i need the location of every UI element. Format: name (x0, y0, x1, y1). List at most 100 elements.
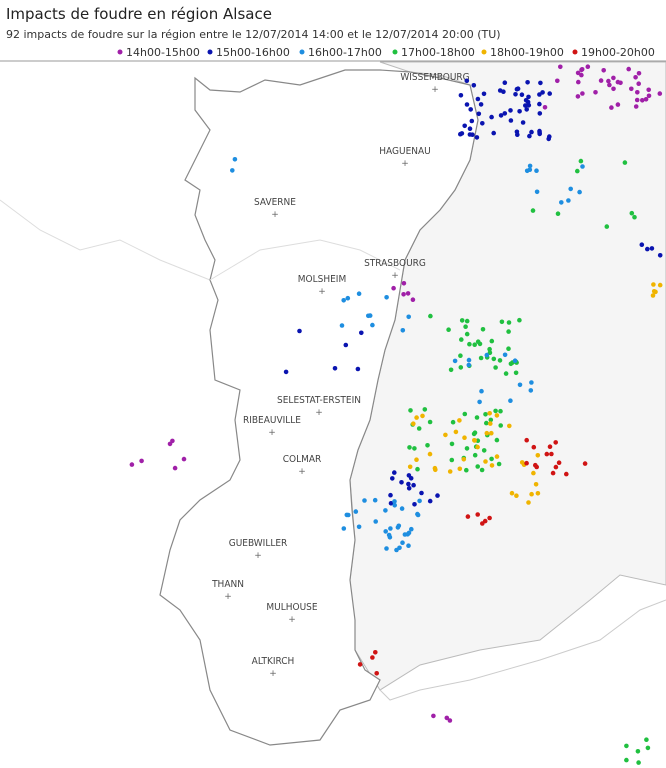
impact (374, 671, 380, 676)
impact (576, 79, 581, 85)
impact (283, 369, 289, 375)
city-name: HAGUENAU (379, 146, 430, 157)
impact (458, 365, 464, 370)
title: Impacts de foudre en région Alsace (6, 5, 272, 23)
impact (489, 456, 494, 462)
impact (506, 346, 511, 352)
impact (488, 417, 494, 423)
impact (474, 415, 480, 420)
impact (542, 105, 548, 110)
impact (497, 358, 503, 363)
impact (636, 760, 641, 765)
city-marker: + (318, 287, 326, 297)
city-marker: + (268, 428, 276, 438)
impact (624, 743, 629, 749)
swiss-border (379, 599, 666, 701)
impact (448, 367, 454, 373)
impact (471, 83, 477, 88)
impact (483, 412, 488, 417)
impact (466, 357, 472, 363)
impact (633, 75, 638, 80)
impact (435, 493, 440, 498)
impact (547, 444, 553, 450)
impact (650, 293, 656, 298)
impact (508, 398, 513, 404)
impact (629, 86, 634, 92)
impact (546, 136, 551, 142)
impact (475, 444, 480, 450)
impact (507, 423, 512, 429)
impact (524, 460, 529, 466)
impact (575, 168, 580, 174)
district-borders (209, 239, 401, 281)
impact (639, 242, 645, 247)
impact (657, 91, 663, 96)
impact (657, 282, 663, 288)
impact (531, 444, 537, 450)
impact (341, 298, 347, 303)
impact (524, 107, 529, 112)
city-marker: + (288, 615, 296, 625)
impact (345, 295, 351, 301)
impact (498, 408, 503, 414)
impact (559, 200, 564, 205)
impact (604, 224, 610, 229)
impact (527, 167, 533, 172)
city-name: ALTKIRCH (252, 656, 295, 667)
impact (372, 497, 378, 503)
impact (519, 92, 525, 97)
impact (515, 86, 521, 91)
impact (537, 101, 542, 107)
impact (463, 324, 468, 330)
impact (297, 328, 302, 334)
impact (475, 512, 481, 517)
impact (568, 186, 573, 192)
impact (466, 362, 472, 368)
impact (406, 543, 411, 548)
impact (526, 500, 531, 505)
impact (502, 111, 508, 116)
impact (427, 451, 433, 457)
impact (410, 297, 416, 303)
impact (406, 530, 412, 536)
impact (447, 469, 453, 474)
impact (535, 491, 541, 496)
legend-swatch (207, 49, 213, 55)
impact (450, 419, 456, 425)
impact (431, 713, 436, 719)
city-marker: + (298, 467, 306, 477)
impact (467, 132, 473, 137)
impact (514, 493, 519, 499)
impact (469, 118, 475, 124)
legend-label: 16h00-17h00 (308, 46, 382, 59)
legend-swatch (392, 49, 398, 55)
impact (502, 352, 508, 358)
impact (487, 346, 492, 352)
impact (474, 135, 480, 140)
impact (484, 430, 490, 436)
impact (540, 90, 545, 95)
dept-borders (0, 199, 211, 281)
impact (411, 482, 416, 488)
impact (487, 515, 492, 521)
impact (461, 457, 467, 462)
impact (464, 467, 469, 473)
impact (459, 318, 465, 323)
impact (357, 662, 363, 667)
impact (503, 371, 509, 376)
impact (359, 330, 364, 336)
impact (555, 78, 560, 84)
impact (383, 508, 388, 513)
impact (566, 198, 571, 203)
impact (480, 121, 485, 126)
impact (462, 123, 468, 129)
impact (512, 358, 518, 364)
impact (449, 441, 455, 447)
impact (626, 66, 631, 72)
impact (520, 120, 526, 125)
impact (344, 512, 350, 518)
impact (575, 70, 581, 76)
city-name: WISSEMBOURG (400, 72, 469, 83)
impact (425, 443, 430, 448)
impact (517, 317, 522, 323)
